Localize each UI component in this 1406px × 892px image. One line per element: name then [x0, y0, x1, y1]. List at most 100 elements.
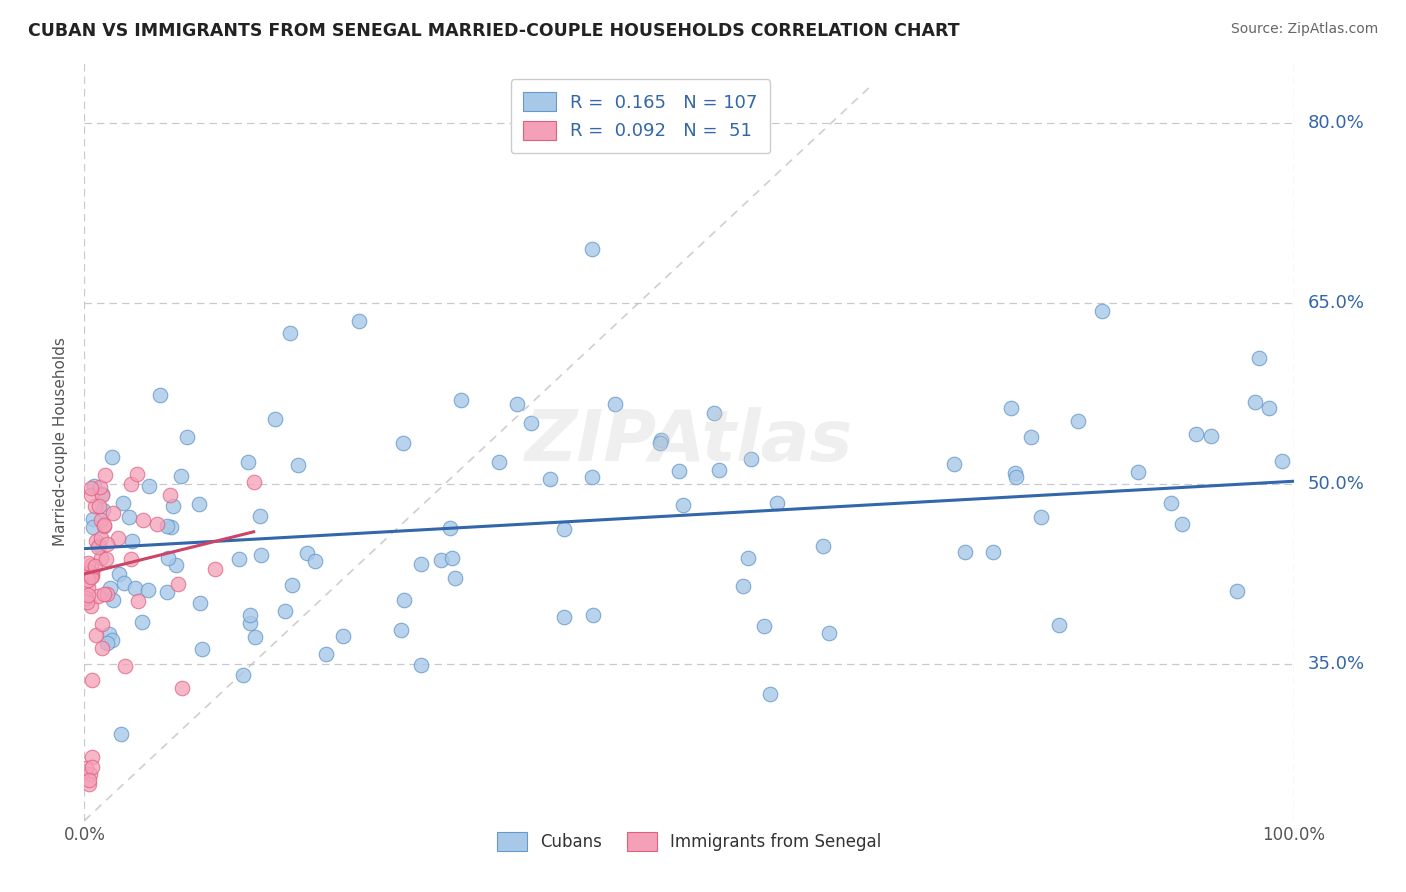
Point [430, 553, 453, 567]
Point [1029, 510, 1052, 524]
Point [98, 581, 121, 595]
Point [281, 578, 304, 592]
Point [249, 508, 271, 523]
Point [813, 539, 835, 553]
Point [80, 673, 103, 687]
Point [120, 552, 142, 566]
Point [80, 566, 103, 581]
Point [96, 587, 118, 601]
Point [581, 242, 603, 256]
Point [94, 552, 117, 566]
Point [1067, 414, 1090, 428]
Point [80, 760, 103, 774]
Point [118, 509, 141, 524]
Point [76, 587, 98, 601]
Point [79, 566, 101, 580]
Point [249, 548, 271, 562]
Point [80, 750, 103, 764]
Legend: Cubans, Immigrants from Senegal: Cubans, Immigrants from Senegal [489, 826, 889, 858]
Point [238, 615, 260, 630]
Text: 80.0%: 80.0% [1308, 113, 1365, 132]
Point [91, 641, 114, 656]
Point [332, 629, 354, 643]
Point [77, 777, 100, 791]
Point [981, 545, 1004, 559]
Point [441, 551, 464, 566]
Point [1126, 465, 1149, 479]
Point [245, 631, 267, 645]
Point [707, 463, 730, 477]
Point [409, 558, 432, 572]
Point [740, 452, 762, 467]
Point [82, 568, 104, 582]
Point [942, 457, 965, 471]
Point [87, 541, 110, 555]
Point [1199, 429, 1222, 443]
Point [107, 531, 129, 545]
Point [1258, 401, 1281, 416]
Point [127, 467, 149, 481]
Point [84, 534, 107, 549]
Point [232, 668, 254, 682]
Point [1000, 401, 1022, 416]
Point [1226, 584, 1249, 599]
Point [90, 486, 112, 500]
Point [77, 573, 100, 587]
Point [89, 480, 111, 494]
Point [236, 455, 259, 469]
Point [1160, 496, 1182, 510]
Point [411, 658, 433, 673]
Text: Source: ZipAtlas.com: Source: ZipAtlas.com [1230, 22, 1378, 37]
Point [737, 550, 759, 565]
Point [1004, 470, 1026, 484]
Point [450, 393, 472, 408]
Point [204, 562, 226, 576]
Point [132, 513, 155, 527]
Point [671, 498, 693, 512]
Point [91, 503, 114, 517]
Point [650, 435, 672, 450]
Point [159, 488, 181, 502]
Point [703, 406, 725, 420]
Point [1019, 430, 1042, 444]
Point [488, 455, 510, 469]
Point [93, 518, 115, 533]
Point [146, 516, 169, 531]
Point [89, 538, 111, 552]
Point [75, 760, 97, 774]
Point [953, 545, 976, 559]
Point [93, 518, 115, 533]
Point [97, 627, 120, 641]
Point [392, 592, 415, 607]
Point [439, 521, 461, 535]
Point [87, 589, 110, 603]
Point [759, 687, 782, 701]
Point [83, 479, 105, 493]
Point [668, 464, 690, 478]
Point [391, 623, 413, 637]
Point [110, 727, 132, 741]
Point [84, 500, 107, 514]
Point [304, 554, 326, 568]
Text: 65.0%: 65.0% [1308, 294, 1365, 312]
Point [75, 567, 97, 582]
Point [754, 618, 776, 632]
Point [733, 579, 755, 593]
Point [603, 397, 626, 411]
Point [553, 610, 575, 624]
Point [75, 591, 97, 606]
Point [80, 558, 103, 572]
Point [818, 625, 841, 640]
Point [159, 520, 181, 534]
Point [170, 681, 193, 696]
Point [242, 475, 264, 490]
Point [1247, 351, 1270, 365]
Y-axis label: Married-couple Households: Married-couple Households [53, 337, 69, 546]
Point [766, 495, 789, 509]
Point [187, 498, 209, 512]
Point [127, 594, 149, 608]
Point [103, 592, 125, 607]
Point [90, 531, 112, 545]
Point [287, 458, 309, 472]
Point [149, 388, 172, 402]
